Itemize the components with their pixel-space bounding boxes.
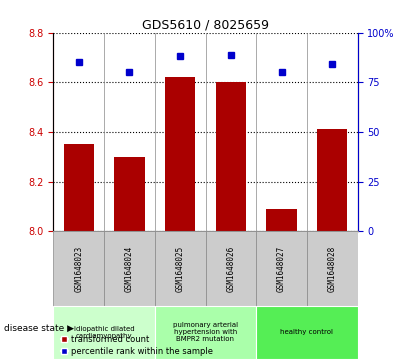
Bar	[53, 306, 155, 359]
Bar	[155, 306, 256, 359]
Bar	[256, 231, 307, 306]
Text: GSM1648026: GSM1648026	[226, 245, 236, 291]
Title: GDS5610 / 8025659: GDS5610 / 8025659	[142, 19, 269, 32]
Bar	[155, 231, 206, 306]
Text: GSM1648027: GSM1648027	[277, 245, 286, 291]
Bar	[256, 306, 358, 359]
Bar	[266, 209, 297, 231]
Bar	[114, 157, 145, 231]
Text: idiopathic dilated
cardiomyopathy: idiopathic dilated cardiomyopathy	[74, 326, 134, 339]
Text: disease state ▶: disease state ▶	[4, 324, 74, 333]
Text: GSM1648028: GSM1648028	[328, 245, 337, 291]
Bar	[216, 82, 246, 231]
Bar	[104, 231, 155, 306]
Text: GSM1648023: GSM1648023	[74, 245, 83, 291]
Bar	[206, 231, 256, 306]
Text: pulmonary arterial
hypertension with
BMPR2 mutation: pulmonary arterial hypertension with BMP…	[173, 322, 238, 342]
Bar	[64, 144, 94, 231]
Bar	[165, 77, 195, 231]
Text: healthy control: healthy control	[280, 330, 333, 335]
Bar	[317, 130, 347, 231]
Text: GSM1648024: GSM1648024	[125, 245, 134, 291]
Bar	[53, 231, 104, 306]
Bar	[307, 231, 358, 306]
Legend: transformed count, percentile rank within the sample: transformed count, percentile rank withi…	[58, 332, 216, 359]
Text: GSM1648025: GSM1648025	[175, 245, 185, 291]
